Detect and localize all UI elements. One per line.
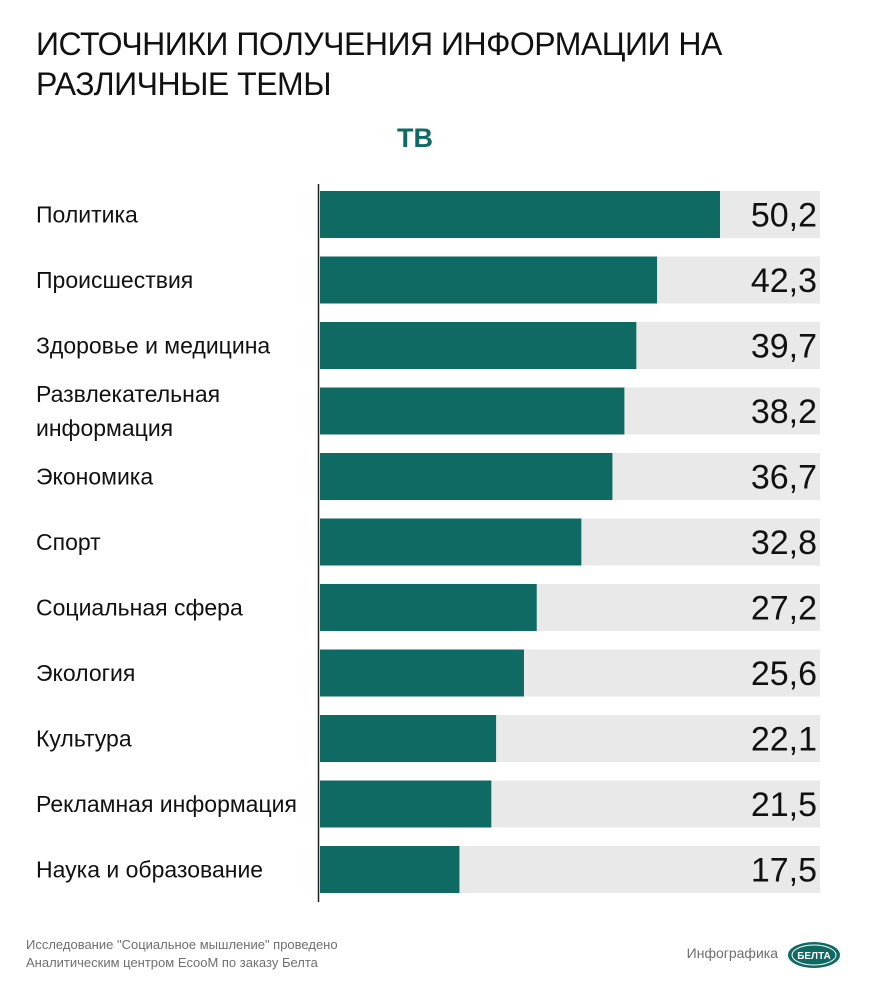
value-label: 32,8 bbox=[751, 524, 817, 562]
bar bbox=[320, 846, 460, 893]
belta-logo: БЕЛТА bbox=[788, 942, 840, 968]
category-label: Социальная сфера bbox=[36, 595, 243, 621]
bar bbox=[320, 387, 625, 435]
chart-title: ИСТОЧНИКИ ПОЛУЧЕНИЯ ИНФОРМАЦИИ НА РАЗЛИЧ… bbox=[36, 26, 722, 102]
source-note: Исследование "Социальное мышление" прове… bbox=[26, 937, 338, 970]
category-label: Политика bbox=[36, 202, 138, 228]
value-label: 42,3 bbox=[751, 262, 817, 300]
value-label: 39,7 bbox=[751, 328, 817, 366]
value-label: 27,2 bbox=[751, 590, 817, 628]
infographic-credit: Инфографика bbox=[686, 945, 778, 961]
bar-chart: Политика 50,2 Происшествия 42,3 Здоровье и м… bbox=[36, 184, 820, 902]
value-label: 25,6 bbox=[751, 655, 817, 693]
category-label: Спорт bbox=[36, 529, 101, 555]
series-label: ТВ bbox=[397, 123, 433, 153]
logo-text: БЕЛТА bbox=[797, 951, 831, 962]
bar bbox=[320, 649, 524, 697]
category-label: Экология bbox=[36, 660, 135, 686]
category-label: Наука и образование bbox=[36, 857, 263, 883]
category-label: Здоровье и медицина bbox=[36, 333, 270, 359]
category-label: Происшествия bbox=[36, 267, 193, 293]
value-label: 38,2 bbox=[751, 393, 817, 431]
category-label: Развлекательная bbox=[36, 381, 220, 407]
bar bbox=[320, 780, 492, 828]
category-label: Культура bbox=[36, 726, 132, 752]
value-label: 50,2 bbox=[751, 197, 817, 235]
value-label: 17,5 bbox=[751, 852, 817, 890]
bar bbox=[320, 584, 537, 631]
category-label: Рекламная информация bbox=[36, 791, 297, 817]
bar bbox=[320, 453, 613, 500]
bar bbox=[320, 518, 582, 566]
bar bbox=[320, 715, 497, 762]
bar bbox=[320, 256, 658, 304]
bar bbox=[320, 322, 637, 369]
value-label: 21,5 bbox=[751, 786, 817, 824]
bar bbox=[320, 191, 720, 238]
value-label: 36,7 bbox=[751, 459, 817, 497]
value-label: 22,1 bbox=[751, 721, 817, 759]
category-label: Экономика bbox=[36, 464, 153, 490]
category-label: информация bbox=[36, 415, 173, 441]
